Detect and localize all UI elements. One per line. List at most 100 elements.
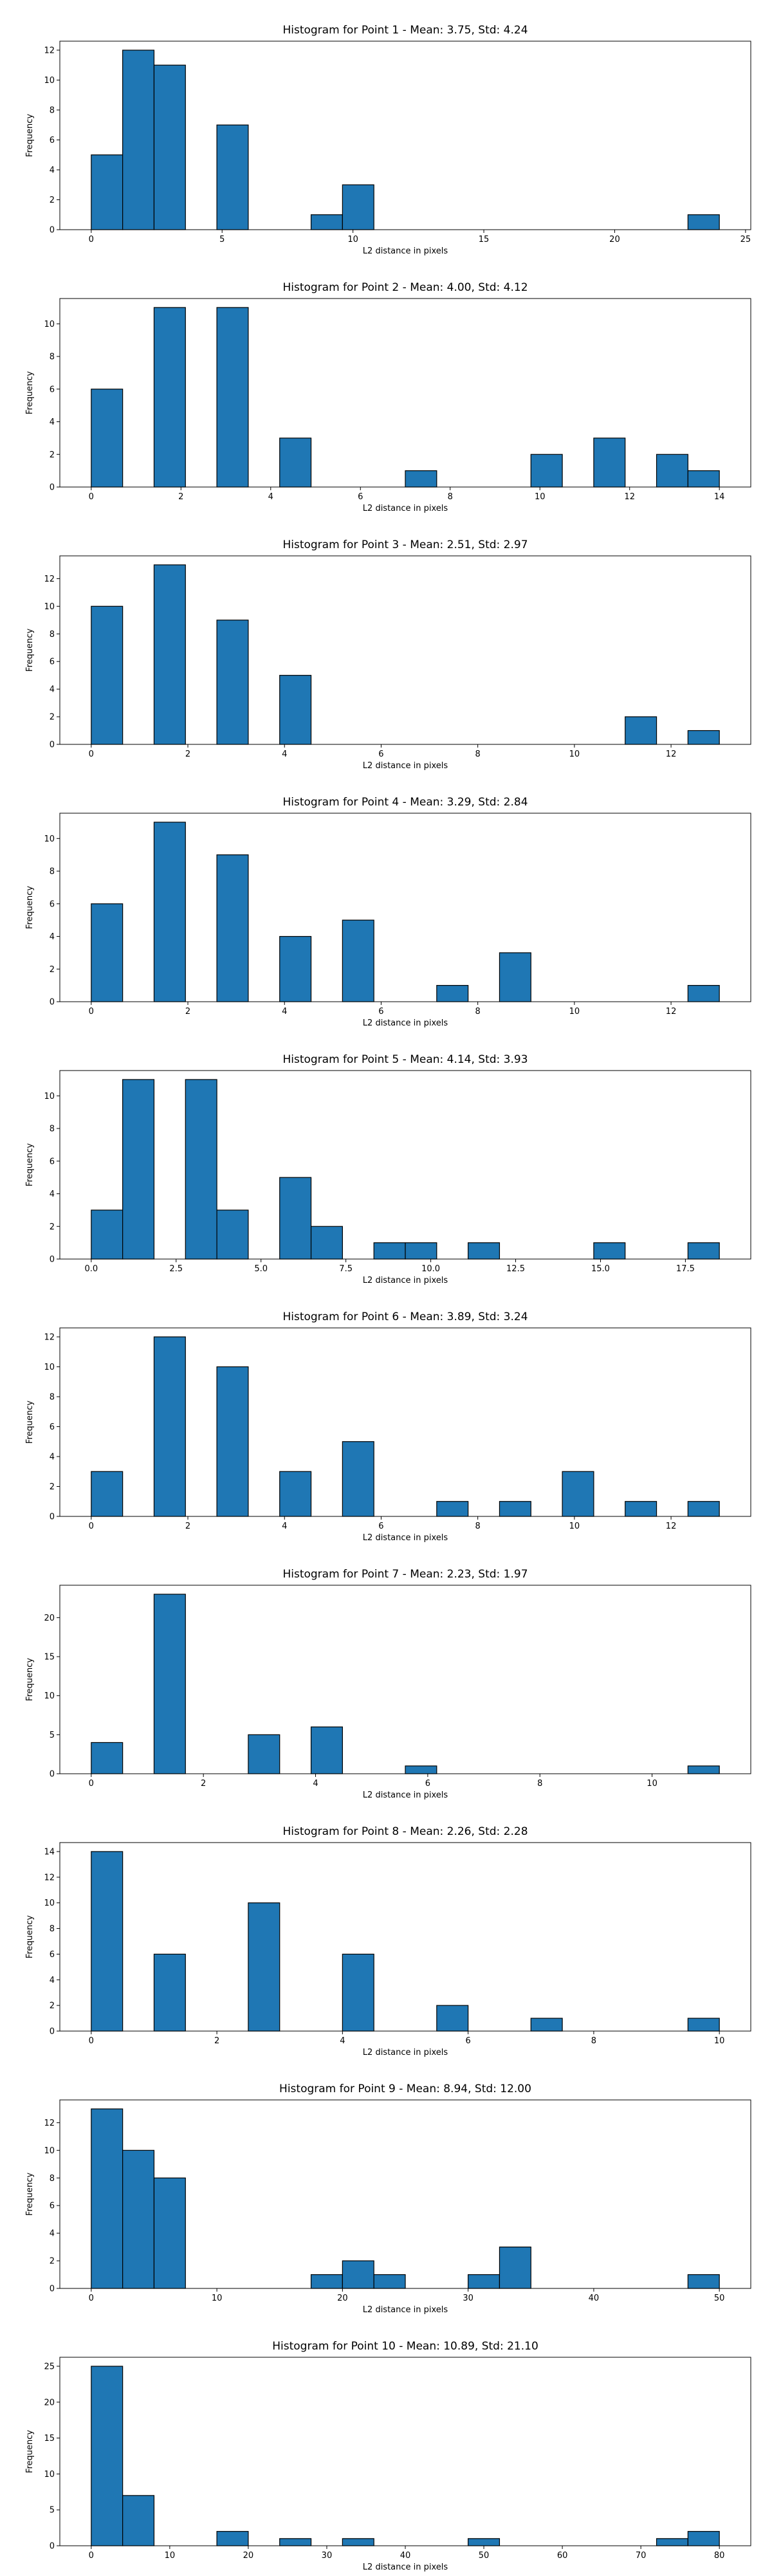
histogram-bar (436, 1501, 469, 1517)
axes-frame (59, 2099, 751, 2289)
histogram-bar (468, 2274, 501, 2289)
y-tick-label: 2 (50, 450, 55, 460)
y-tick-label: 10 (44, 1691, 55, 1701)
histogram-bar (91, 2108, 124, 2289)
histogram-bar (279, 2538, 312, 2546)
x-tick-label: 2 (214, 2036, 219, 2046)
histogram-bar (153, 1594, 186, 1774)
x-tick-label: 4 (282, 750, 287, 759)
histogram-bar (153, 2177, 186, 2289)
histogram-bar (342, 184, 374, 230)
histogram-bar (216, 854, 249, 1002)
x-tick-label: 0 (89, 1522, 94, 1531)
x-tick-label: 0 (89, 2551, 94, 2561)
x-tick-label: 4 (282, 1522, 287, 1531)
y-tick-label: 15 (44, 2434, 55, 2443)
x-tick-label: 30 (463, 2294, 473, 2303)
x-tick-label: 0 (89, 1779, 94, 1789)
y-tick-label: 10 (44, 602, 55, 612)
histogram-bar (405, 470, 437, 488)
x-tick-label: 10 (569, 1522, 580, 1531)
y-tick-label: 2 (50, 1222, 55, 1232)
y-tick-label: 2 (50, 196, 55, 205)
histogram-bar (216, 1210, 249, 1260)
x-tick-label: 0 (89, 492, 94, 502)
y-tick-label: 0 (50, 1255, 55, 1265)
x-tick-label: 10 (165, 2551, 176, 2561)
histogram-bar (122, 1079, 155, 1260)
y-tick-label: 0 (50, 1513, 55, 1522)
y-tick-label: 2 (50, 965, 55, 975)
chart-title: Histogram for Point 2 - Mean: 4.00, Std:… (282, 281, 528, 294)
histogram-panel-6: Histogram for Point 6 - Mean: 3.89, Std:… (25, 1311, 751, 1543)
x-axis-label: L2 distance in pixels (363, 2562, 448, 2572)
y-tick-label: 0 (50, 2542, 55, 2552)
y-axis-label: Frequency (25, 886, 35, 929)
histogram-bar (153, 307, 186, 488)
axes-frame (59, 1070, 751, 1260)
x-axis-label: L2 distance in pixels (363, 1533, 448, 1543)
histogram-bar (185, 1079, 217, 1260)
x-tick-label: 20 (243, 2551, 254, 2561)
y-tick-label: 8 (50, 353, 55, 362)
histogram-bar (122, 2149, 155, 2289)
histogram-panel-1: Histogram for Point 1 - Mean: 3.75, Std:… (25, 24, 751, 256)
y-tick-label: 25 (44, 2362, 55, 2371)
histogram-bar (625, 1501, 657, 1517)
histogram-bar (342, 919, 374, 1002)
axes-frame (59, 298, 751, 488)
chart-title: Histogram for Point 9 - Mean: 8.94, Std:… (279, 2083, 531, 2095)
x-axis-label: L2 distance in pixels (363, 504, 448, 513)
histogram-bar (468, 2538, 501, 2546)
x-axis-label: L2 distance in pixels (363, 1018, 448, 1028)
y-axis-label: Frequency (25, 114, 35, 157)
histogram-bar (248, 1734, 280, 1774)
y-tick-label: 0 (50, 483, 55, 493)
axes-frame (59, 813, 751, 1002)
histogram-bar (687, 985, 720, 1002)
y-tick-label: 0 (50, 741, 55, 750)
x-tick-label: 6 (378, 1522, 383, 1531)
x-tick-label: 4 (313, 1779, 318, 1789)
histogram-bar (216, 1366, 249, 1517)
y-tick-label: 6 (50, 385, 55, 394)
x-tick-label: 4 (282, 1007, 287, 1017)
histogram-bar (91, 1210, 124, 1260)
histogram-bar (91, 605, 124, 745)
y-tick-label: 5 (50, 2506, 55, 2516)
chart-title: Histogram for Point 6 - Mean: 3.89, Std:… (282, 1311, 528, 1323)
histogram-bar (216, 124, 249, 230)
x-tick-label: 12 (666, 1007, 677, 1017)
x-tick-label: 10 (647, 1779, 657, 1789)
y-axis-label: Frequency (25, 1143, 35, 1186)
histogram-bar (91, 1851, 124, 2032)
x-tick-label: 12 (666, 750, 677, 759)
x-tick-label: 80 (714, 2551, 725, 2561)
histogram-bar (593, 1242, 626, 1260)
y-axis-label: Frequency (25, 371, 35, 414)
x-axis-label: L2 distance in pixels (363, 761, 448, 771)
histogram-bar (216, 307, 249, 488)
y-tick-label: 6 (50, 1422, 55, 1432)
y-tick-label: 2 (50, 2001, 55, 2011)
x-axis-label: L2 distance in pixels (363, 1790, 448, 1800)
y-tick-label: 8 (50, 630, 55, 639)
y-tick-label: 10 (44, 76, 55, 86)
axes-frame (59, 1842, 751, 2032)
histogram-bar (153, 1953, 186, 2032)
histogram-bar (153, 64, 186, 230)
histogram-bar (656, 454, 688, 488)
x-tick-label: 10 (535, 492, 546, 502)
histogram-panel-4: Histogram for Point 4 - Mean: 3.29, Std:… (25, 796, 751, 1028)
y-tick-label: 0 (50, 226, 55, 235)
histogram-bar (687, 470, 720, 488)
axes-frame (59, 1327, 751, 1517)
x-tick-label: 10 (212, 2294, 223, 2303)
x-tick-label: 10 (569, 750, 580, 759)
y-axis-label: Frequency (25, 1915, 35, 1958)
histogram-bar (248, 1902, 280, 2032)
y-tick-label: 6 (50, 658, 55, 667)
y-tick-label: 8 (50, 106, 55, 115)
y-axis-label: Frequency (25, 629, 35, 672)
